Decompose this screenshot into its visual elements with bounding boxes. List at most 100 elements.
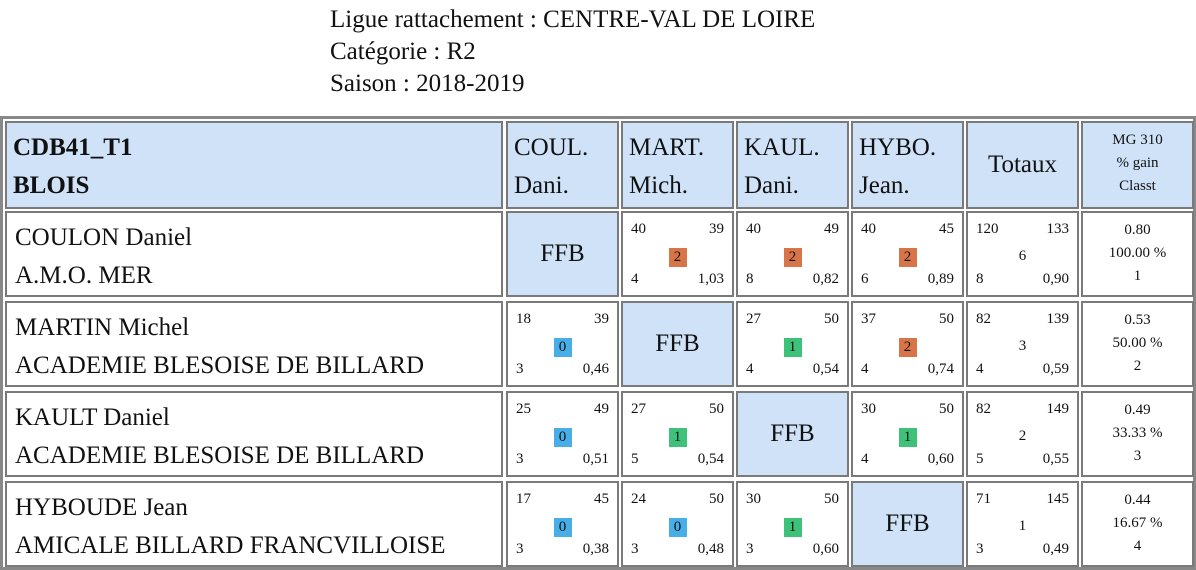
serie-value: 6 [861,271,869,287]
match-result-cell: 27 50 1 5 0,54 [621,391,734,477]
match-result-cell: 17 45 0 3 0,38 [506,481,619,567]
moyenne-value: 0,51 [582,451,609,467]
total-reprises: 133 [1046,221,1070,237]
total-points: 71 [976,491,991,507]
totals-cell: 120 133 6 8 0,90 [966,211,1079,297]
player-name: MARTIN Michel [15,314,190,341]
reprises-value: 50 [939,401,954,417]
total-serie: 3 [976,541,984,557]
column-header-line2: Jean. [859,172,910,199]
total-moyenne: 0,59 [1042,361,1069,377]
serie-value: 3 [516,361,524,377]
total-serie: 4 [976,361,984,377]
match-points: 2 [853,248,962,267]
total-serie: 5 [976,451,984,467]
match-points-badge: 1 [783,518,802,537]
match-points-badge: 1 [898,428,917,447]
total-reprises: 145 [1046,491,1070,507]
team-city: BLOIS [13,172,90,199]
serie-value: 3 [516,541,524,557]
points-value: 30 [746,491,761,507]
serie-value: 3 [631,541,639,557]
points-value: 40 [631,221,646,237]
team-header-cell: CDB41_T1 BLOIS [5,121,503,209]
match-points-badge: 0 [553,428,572,447]
total-serie: 8 [976,271,984,287]
ligue-line: Ligue rattachement : CENTRE-VAL DE LOIRE [330,6,816,33]
column-header-kaul: KAUL. Dani. [736,121,849,209]
rank: 4 [1133,538,1142,554]
ffb-self-cell: FFB [736,391,849,477]
match-points: 0 [623,518,732,537]
match-result-cell: 30 50 1 4 0,60 [851,391,964,477]
player-name-cell: COULON Daniel A.M.O. MER [5,211,503,297]
match-points-badge: 0 [553,518,572,537]
match-points: 1 [738,518,847,537]
match-points-badge: 2 [898,338,917,357]
mg-cell: 0.80 100.00 % 1 [1081,211,1194,297]
team-code: CDB41_T1 [13,134,133,161]
match-points: 1 [623,428,732,447]
points-value: 40 [746,221,761,237]
match-points: 2 [853,338,962,357]
column-header-line1: MART. [629,134,705,161]
moyenne-value: 0,60 [927,451,954,467]
serie-value: 4 [746,361,754,377]
column-header-line2: Dani. [514,172,569,199]
ffb-self-cell: FFB [506,211,619,297]
totaux-header: Totaux [966,121,1079,209]
total-moyenne: 0,49 [1042,541,1069,557]
totals-cell: 82 149 2 5 0,55 [966,391,1079,477]
match-points-badge: 2 [783,248,802,267]
total-points: 120 [976,221,999,237]
serie-value: 3 [516,451,524,467]
classt-header-label: Classt [1119,178,1156,194]
mg-average: 0.44 [1124,492,1151,508]
player-club: ACADEMIE BLESOISE DE BILLARD [15,442,425,469]
moyenne-value: 0,82 [812,271,839,287]
total-reprises: 149 [1046,401,1070,417]
match-result-cell: 37 50 2 4 0,74 [851,301,964,387]
gain-percent: 16.67 % [1112,515,1163,531]
match-points: 0 [508,338,617,357]
match-result-cell: 24 50 0 3 0,48 [621,481,734,567]
ffb-self-cell: FFB [851,481,964,567]
total-moyenne: 0,90 [1042,271,1069,287]
points-value: 30 [861,401,876,417]
total-match-points: 3 [1018,338,1027,354]
match-points: 1 [738,338,847,357]
total-points: 82 [976,401,991,417]
match-points-badge: 0 [553,338,572,357]
categorie-line: Catégorie : R2 [330,38,476,65]
player-name-cell: KAULT Daniel ACADEMIE BLESOISE DE BILLARD [5,391,503,477]
serie-value: 3 [746,541,754,557]
gain-percent: 50.00 % [1112,335,1163,351]
points-value: 37 [861,311,876,327]
reprises-value: 50 [824,311,839,327]
gain-percent: 33.33 % [1112,425,1163,441]
results-table: CDB41_T1 BLOIS COUL. Dani. MART. Mich. KAUL. Da… [0,116,1196,570]
match-result-cell: 18 39 0 3 0,46 [506,301,619,387]
total-moyenne: 0,55 [1042,451,1069,467]
match-points-badge: 1 [783,338,802,357]
player-club: ACADEMIE BLESOISE DE BILLARD [15,352,425,379]
match-result-cell: 30 50 1 3 0,60 [736,481,849,567]
player-club: A.M.O. MER [15,262,153,289]
serie-value: 4 [861,451,869,467]
match-points: 1 [853,428,962,447]
total-reprises: 139 [1046,311,1070,327]
reprises-value: 39 [709,221,724,237]
player-name-cell: MARTIN Michel ACADEMIE BLESOISE DE BILLAR… [5,301,503,387]
player-name: KAULT Daniel [15,404,170,431]
reprises-value: 45 [594,491,609,507]
gain-percent: 100.00 % [1108,245,1167,261]
totals-cell: 82 139 3 4 0,59 [966,301,1079,387]
player-club: AMICALE BILLARD FRANCVILLOISE [15,532,446,559]
total-points: 82 [976,311,991,327]
points-value: 18 [516,311,531,327]
column-header-line1: HYBO. [859,134,937,161]
moyenne-value: 0,38 [582,541,609,557]
match-points-badge: 1 [668,428,687,447]
mg-average: 0.53 [1124,312,1151,328]
moyenne-value: 0,46 [582,361,609,377]
